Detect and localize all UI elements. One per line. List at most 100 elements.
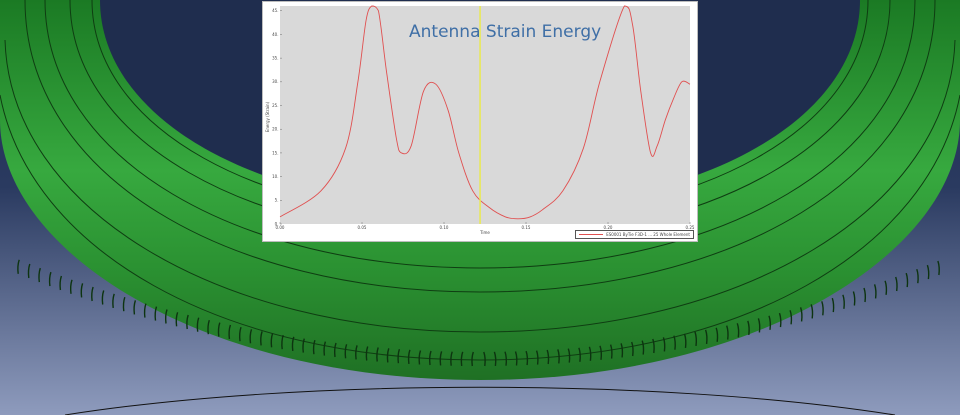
y-tick-label: 5. [275, 198, 279, 203]
tread-pattern [17, 259, 940, 367]
tread-mark [895, 276, 898, 292]
tread-mark [683, 333, 687, 348]
y-tick-label: 45. [272, 8, 278, 13]
tread-mark [101, 290, 105, 305]
tread-mark [916, 268, 919, 284]
legend-entry: ES0001 ByTie F3D-1 ... 25 Whole Element [606, 232, 690, 237]
tread-mark [863, 287, 867, 303]
series-line [279, 5, 691, 220]
tire-grooves [0, 0, 960, 361]
chart-title: Antenna Strain Energy [409, 22, 602, 42]
tread-mark [778, 312, 782, 328]
x-tick-label: 0.10 [440, 225, 449, 230]
tread-mark [852, 291, 856, 306]
y-tick-label: 15. [272, 150, 278, 155]
tread-mark [312, 339, 316, 355]
tread-mark [460, 351, 464, 366]
tread-mark [122, 296, 126, 312]
x-tick-label: 0.00 [276, 225, 285, 230]
tread-mark [418, 350, 422, 365]
tread-mark [355, 345, 358, 360]
tread-mark [281, 334, 284, 350]
tread-mark [397, 348, 401, 364]
y-tick-label: 25. [272, 103, 278, 108]
tread-mark [154, 306, 158, 321]
ground-surface [64, 386, 896, 415]
tread-mark [937, 260, 940, 276]
tread-mark [260, 331, 263, 346]
tread-mark [428, 350, 432, 366]
tread-mark [186, 314, 189, 330]
tread-mark [207, 319, 210, 335]
tread-mark [715, 327, 719, 342]
tread-mark [471, 351, 474, 367]
tread-mark [270, 333, 274, 348]
tread-mark [726, 325, 729, 340]
x-tick-label: 0.05 [358, 225, 367, 230]
tread-mark [323, 341, 327, 356]
tread-mark [609, 344, 613, 359]
x-tick-label: 0.25 [686, 225, 695, 230]
tread-mark [525, 350, 529, 366]
y-axis-title: Energy (Strain) [265, 101, 270, 132]
tread-mark [567, 348, 571, 363]
x-axis-title: Time [479, 230, 490, 235]
tread-mark [884, 280, 888, 295]
tread-mark [439, 351, 443, 366]
tread-mark [376, 347, 379, 362]
tread-mark [143, 303, 147, 318]
tread-mark [789, 310, 793, 325]
y-axis: 0. 5. 10. 15. 20. 25. 30. 35. 40. 45. [272, 8, 282, 226]
tread-mark [217, 322, 221, 337]
y-tick-label: 0. [275, 221, 279, 226]
tread-mark [842, 294, 845, 309]
plot-area [280, 6, 690, 224]
tread-mark [799, 307, 803, 322]
tread-mark [249, 329, 253, 344]
tread-mark [831, 297, 835, 313]
tread-mark [344, 344, 348, 359]
tread-mark [694, 331, 698, 346]
tread-mark [175, 312, 179, 327]
tread-mark [196, 317, 200, 332]
tread-mark [333, 342, 337, 358]
legend-swatch [579, 234, 604, 235]
tread-mark [38, 267, 41, 283]
tread-mark [736, 323, 740, 338]
chart-panel: 0.00 0.05 0.10 0.15 0.20 0.25 0. 5. 10. 15. 20. 25… [262, 1, 698, 242]
tread-mark [514, 351, 518, 366]
tread-mark [407, 349, 411, 364]
tread-mark [873, 284, 877, 299]
tread-mark [91, 286, 94, 302]
tread-mark [450, 351, 453, 366]
y-tick-label: 20. [272, 127, 278, 132]
y-tick-label: 35. [272, 56, 278, 61]
tread-mark [704, 329, 708, 344]
tread-mark [238, 326, 242, 342]
tread-mark [810, 304, 814, 319]
x-axis: 0.00 0.05 0.10 0.15 0.20 0.25 [276, 222, 695, 230]
tread-mark [673, 335, 676, 350]
strain-energy-chart: 0.00 0.05 0.10 0.15 0.20 0.25 0. 5. 10. 15. 20. 25… [265, 5, 695, 235]
tread-mark [588, 346, 592, 361]
tread-mark [133, 300, 137, 315]
tread-mark [483, 351, 486, 367]
tread-mark [620, 343, 624, 358]
tread-mark [17, 259, 20, 274]
tread-mark [662, 337, 666, 352]
tread-mark [905, 272, 909, 288]
tread-mark [493, 351, 497, 366]
tread-mark [27, 263, 31, 279]
tread-mark [80, 283, 84, 298]
tread-mark [112, 293, 115, 308]
tread-mark [48, 271, 52, 287]
tread-mark [821, 301, 824, 316]
tread-mark [641, 340, 645, 355]
tread-mark [365, 346, 369, 361]
tread-mark [747, 320, 750, 335]
tread-mark [757, 318, 761, 333]
tread-mark [578, 347, 581, 362]
tread-mark [59, 275, 63, 291]
tread-mark [557, 349, 560, 364]
tread-mark [768, 315, 772, 330]
